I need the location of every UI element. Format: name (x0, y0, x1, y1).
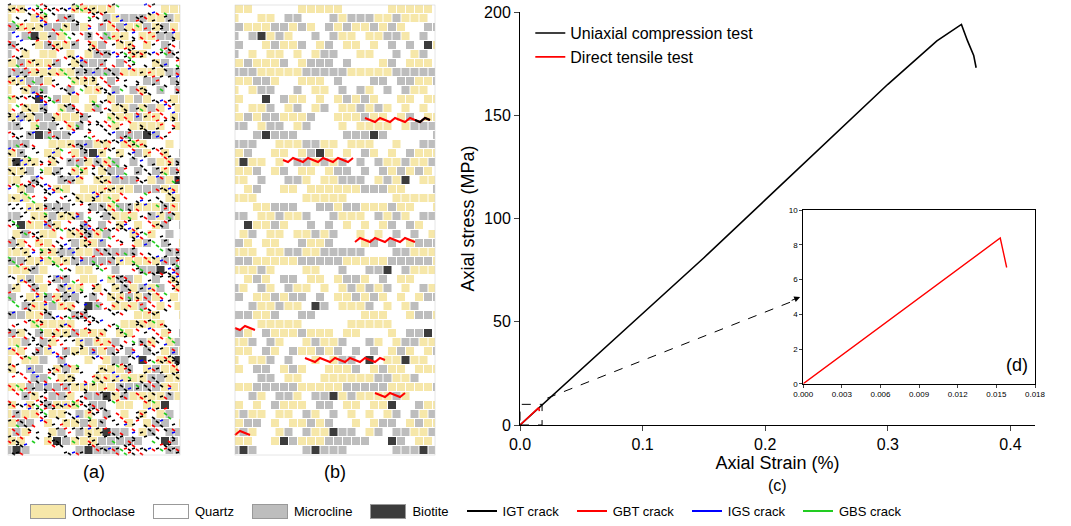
html-text:Microcline: Microcline (293, 503, 353, 519)
svg-text:0.012: 0.012 (948, 390, 969, 399)
svg-text:0.018: 0.018 (1025, 390, 1046, 399)
svg-text:Uniaxial compression test: Uniaxial compression test (570, 25, 753, 42)
svg-text:(a): (a) (83, 462, 105, 482)
svg-text:0.3: 0.3 (877, 436, 899, 453)
html-text:Quartz: Quartz (194, 503, 234, 519)
html-text:IGT crack: IGT crack (502, 503, 559, 519)
svg-text:0: 0 (793, 380, 798, 389)
svg-text:(b): (b) (324, 462, 346, 482)
svg-text:Axial stress (MPa): Axial stress (MPa) (458, 145, 478, 291)
svg-text:0.2: 0.2 (754, 436, 776, 453)
svg-text:8: 8 (793, 241, 798, 250)
svg-text:10: 10 (789, 206, 798, 215)
html-text:Biotite: Biotite (412, 503, 449, 519)
svg-text:2: 2 (793, 345, 798, 354)
svg-text:4: 4 (793, 310, 798, 319)
svg-text:0.000: 0.000 (793, 390, 814, 399)
html-text:GBS crack: GBS crack (838, 503, 901, 519)
svg-text:0.003: 0.003 (832, 390, 853, 399)
svg-text:(c): (c) (768, 477, 787, 494)
svg-text:0.009: 0.009 (909, 390, 930, 399)
svg-text:0: 0 (502, 417, 511, 434)
html-text:GBT crack: GBT crack (612, 503, 674, 519)
svg-text:Direct tensile test: Direct tensile test (570, 49, 693, 66)
html-text:IGS crack: IGS crack (727, 503, 785, 519)
svg-text:0.1: 0.1 (631, 436, 653, 453)
svg-text:0.006: 0.006 (870, 390, 891, 399)
svg-text:0.0: 0.0 (509, 436, 531, 453)
svg-text:(d): (d) (1006, 355, 1028, 375)
svg-text:200: 200 (484, 4, 511, 21)
svg-text:0.4: 0.4 (999, 436, 1021, 453)
svg-text:100: 100 (484, 210, 511, 227)
svg-text:0.015: 0.015 (986, 390, 1007, 399)
svg-text:Axial Strain (%): Axial Strain (%) (715, 453, 839, 473)
svg-text:6: 6 (793, 275, 798, 284)
svg-text:150: 150 (484, 107, 511, 124)
html-text:Orthoclase: Orthoclase (72, 503, 135, 519)
svg-text:50: 50 (493, 313, 511, 330)
